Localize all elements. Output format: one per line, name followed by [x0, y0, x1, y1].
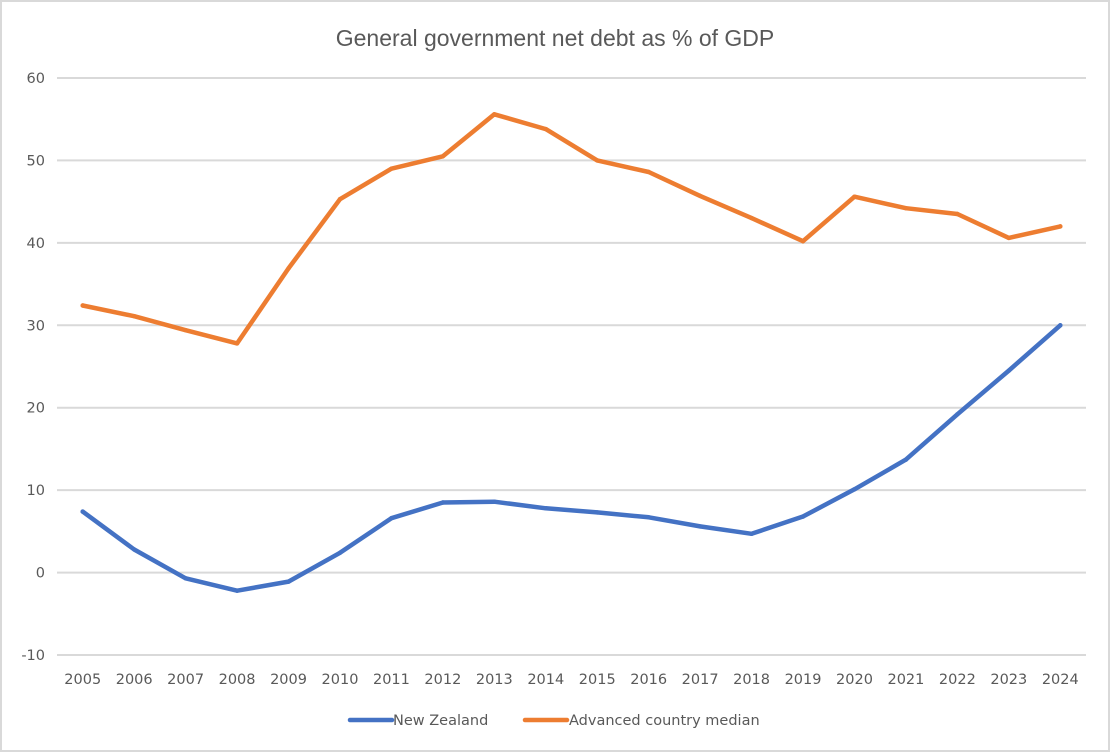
series-line-new-zealand	[80, 323, 1063, 593]
data-point-advanced-country-median	[286, 266, 291, 271]
x-tick-label: 2008	[219, 672, 256, 688]
data-point-new-zealand	[337, 550, 343, 555]
gridlines	[57, 77, 1086, 656]
y-tick-label: 60	[27, 71, 45, 87]
data-point-new-zealand	[955, 412, 960, 417]
y-tick-label: 20	[27, 401, 45, 417]
x-tick-label: 2023	[990, 672, 1027, 688]
x-tick-label: 2022	[939, 672, 976, 688]
data-point-advanced-country-median	[234, 341, 240, 346]
data-point-advanced-country-median	[595, 158, 600, 163]
x-tick-label: 2015	[579, 672, 616, 688]
data-point-new-zealand	[800, 514, 806, 519]
chart-title: General government net debt as % of GDP	[336, 25, 775, 51]
y-tick-label: 40	[27, 236, 45, 252]
series-line-advanced-country-median	[80, 112, 1063, 346]
x-tick-label: 2024	[1042, 672, 1079, 688]
data-point-advanced-country-median	[337, 196, 343, 202]
x-tick-label: 2017	[682, 672, 719, 688]
x-tick-label: 2007	[167, 672, 204, 688]
data-point-advanced-country-median	[389, 166, 394, 171]
x-tick-label: 2016	[630, 672, 667, 688]
data-point-new-zealand	[595, 510, 600, 515]
x-tick-label: 2013	[476, 672, 513, 688]
x-tick-label: 2005	[64, 672, 101, 688]
data-point-advanced-country-median	[955, 211, 960, 217]
x-tick-label: 2006	[116, 672, 153, 688]
legend: New Zealand Advanced country median	[347, 713, 760, 729]
data-point-advanced-country-median	[852, 194, 857, 199]
data-point-advanced-country-median	[903, 206, 909, 211]
x-tick-label: 2021	[887, 672, 924, 688]
data-point-advanced-country-median	[131, 314, 137, 319]
x-tick-label: 2009	[270, 672, 307, 688]
x-axis-ticks: 2005 2006 2007 2008 2009 2010 2011 2012 2013 2014…	[64, 672, 1078, 688]
legend-label-advanced-country-median: Advanced country median	[569, 713, 760, 729]
x-tick-label: 2011	[373, 672, 410, 688]
data-point-advanced-country-median	[1006, 235, 1012, 241]
data-point-new-zealand	[492, 499, 497, 504]
data-point-new-zealand	[131, 547, 137, 552]
data-point-advanced-country-median	[440, 154, 446, 159]
legend-label-new-zealand: New Zealand	[393, 713, 488, 729]
data-point-new-zealand	[389, 515, 394, 521]
data-point-advanced-country-median	[80, 303, 85, 308]
x-tick-label: 2018	[733, 672, 770, 688]
data-point-new-zealand	[440, 500, 446, 505]
x-tick-label: 2010	[322, 672, 359, 688]
data-point-advanced-country-median	[749, 215, 754, 221]
data-point-new-zealand	[1006, 368, 1012, 373]
data-point-new-zealand	[543, 506, 548, 511]
data-point-new-zealand	[749, 531, 754, 537]
data-point-advanced-country-median	[697, 193, 703, 199]
data-point-advanced-country-median	[183, 328, 188, 333]
data-point-new-zealand	[234, 588, 240, 593]
y-tick-label: 0	[36, 566, 45, 582]
y-axis-ticks: 60 50 40 30 20 10 0 -10	[21, 71, 45, 664]
y-tick-label: -10	[21, 648, 45, 664]
y-tick-label: 30	[27, 318, 45, 334]
data-point-advanced-country-median	[1058, 224, 1063, 229]
x-tick-label: 2019	[785, 672, 822, 688]
x-tick-label: 2012	[424, 672, 461, 688]
data-point-new-zealand	[183, 576, 188, 581]
data-point-advanced-country-median	[800, 239, 806, 244]
x-tick-label: 2014	[527, 672, 564, 688]
data-point-new-zealand	[852, 487, 857, 492]
data-point-new-zealand	[1058, 323, 1063, 328]
data-point-new-zealand	[903, 457, 909, 462]
data-point-advanced-country-median	[492, 112, 497, 117]
y-tick-label: 10	[27, 483, 45, 499]
series-lines	[80, 112, 1063, 593]
data-point-new-zealand	[646, 515, 651, 520]
data-point-advanced-country-median	[646, 169, 651, 175]
x-tick-label: 2020	[836, 672, 873, 688]
data-point-new-zealand	[286, 579, 291, 584]
y-tick-label: 50	[27, 153, 45, 169]
data-point-new-zealand	[80, 509, 85, 514]
data-point-advanced-country-median	[543, 126, 548, 132]
data-point-new-zealand	[697, 524, 703, 529]
